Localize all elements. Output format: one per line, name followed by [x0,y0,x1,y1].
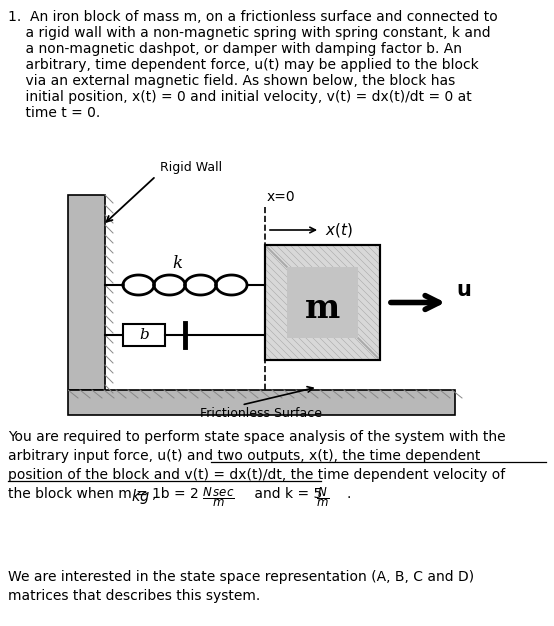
Text: We are interested in the state space representation (A, B, C and D): We are interested in the state space rep… [8,570,474,584]
Text: $\dfrac{N\,sec}{m}$: $\dfrac{N\,sec}{m}$ [202,485,234,509]
Bar [287,267,358,338]
Text: You are required to perform state space analysis of the system with the: You are required to perform state space … [8,430,506,444]
Text: a rigid wall with a non-magnetic spring with spring constant, k and: a rigid wall with a non-magnetic spring … [8,26,491,40]
Text: , b = 2: , b = 2 [152,487,199,501]
Text: x=0: x=0 [267,190,296,204]
Text: Frictionless Surface: Frictionless Surface [201,407,322,420]
Text: u: u [456,280,471,300]
Bar [68,390,455,415]
Text: time t = 0.: time t = 0. [8,106,100,120]
Text: matrices that describes this system.: matrices that describes this system. [8,589,260,603]
Text: the block when m = 1: the block when m = 1 [8,487,166,501]
Text: initial position, x(t) = 0 and initial velocity, v(t) = dx(t)/dt = 0 at: initial position, x(t) = 0 and initial v… [8,90,472,104]
Bar [123,324,165,346]
Bar [265,245,380,360]
Text: and k = 5: and k = 5 [250,487,322,501]
Text: arbitrary, time dependent force, u(t) may be applied to the block: arbitrary, time dependent force, u(t) ma… [8,58,479,72]
Text: k: k [172,255,182,272]
Text: position of the block and v(t) = dx(t)/dt, the time dependent velocity of: position of the block and v(t) = dx(t)/d… [8,468,505,482]
Text: $kg$: $kg$ [131,487,150,506]
Text: m: m [305,292,340,325]
Bar [265,245,380,360]
Text: via an external magnetic field. As shown below, the block has: via an external magnetic field. As shown… [8,74,455,88]
Text: b: b [139,328,149,342]
Text: a non-magnetic dashpot, or damper with damping factor b. An: a non-magnetic dashpot, or damper with d… [8,42,462,56]
Text: arbitrary input force, u(t) and two outputs, x(t), the time dependent: arbitrary input force, u(t) and two outp… [8,449,480,463]
Text: Rigid Wall: Rigid Wall [160,162,222,175]
Text: $\dfrac{N}{m}$: $\dfrac{N}{m}$ [316,485,330,509]
Text: .: . [346,487,350,501]
Text: 1.  An iron block of mass m, on a frictionless surface and connected to: 1. An iron block of mass m, on a frictio… [8,10,497,24]
Text: $x(t)$: $x(t)$ [325,221,353,239]
Bar [68,195,105,390]
